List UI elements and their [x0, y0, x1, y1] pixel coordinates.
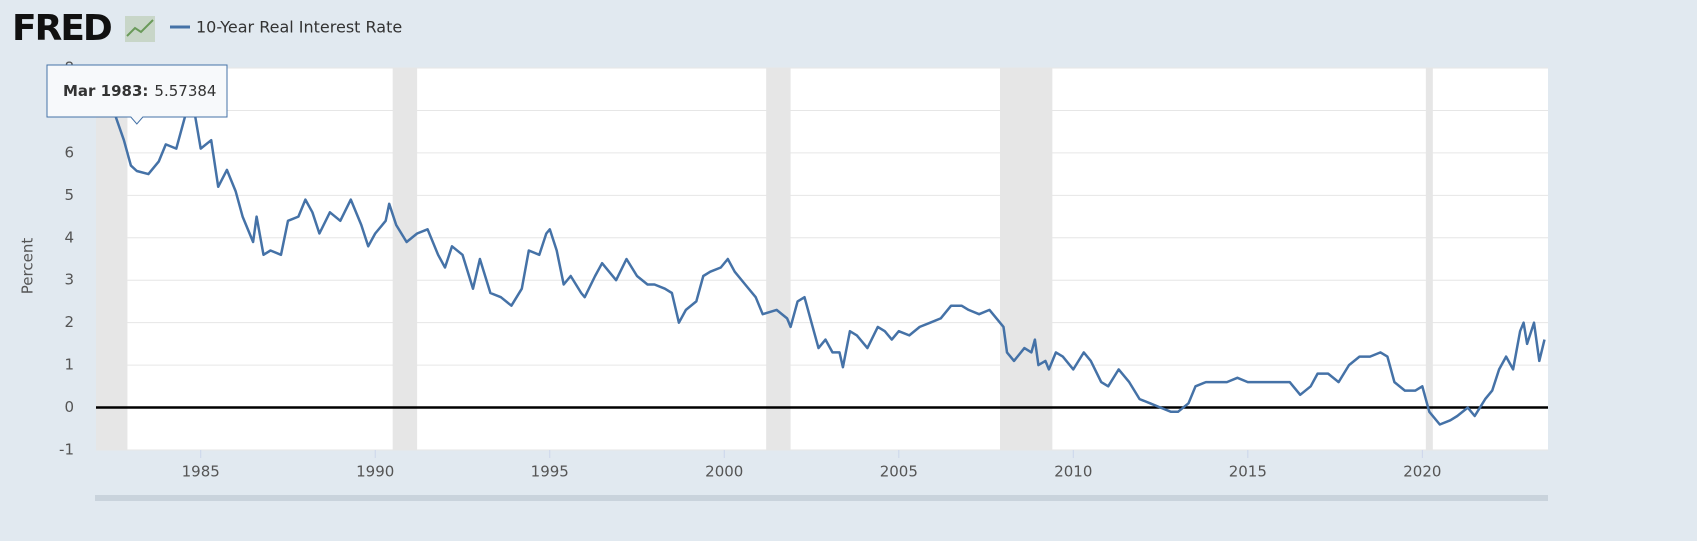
y-tick-label: -1: [59, 441, 74, 459]
y-tick-label: 2: [64, 313, 74, 331]
x-tick-label: 2015: [1229, 463, 1267, 481]
tooltip-label: Mar 1983:: [63, 82, 148, 100]
x-tick-label: 1995: [531, 463, 569, 481]
recession-band: [392, 68, 418, 450]
y-tick-label: 6: [64, 143, 74, 161]
recession-band: [96, 68, 128, 450]
y-tick-label: 3: [64, 271, 74, 289]
series-line: [94, 75, 1546, 426]
x-tick-label: 2005: [880, 463, 918, 481]
y-tick-label: 4: [64, 228, 74, 246]
recession-band: [1425, 68, 1433, 450]
x-tick-label: 2010: [1054, 463, 1092, 481]
logo: FRED: [12, 8, 111, 49]
y-axis-label: Percent: [19, 238, 37, 295]
logo-icon: [125, 16, 155, 42]
legend-label: 10-Year Real Interest Rate: [196, 18, 402, 37]
tooltip-text: Mar 1983: 5.57384: [63, 82, 216, 100]
tooltip-box: [46, 64, 228, 125]
tooltip: Mar 1983: 5.57384: [46, 64, 228, 125]
recession-band: [1000, 68, 1053, 450]
tooltip-value: 5.57384: [154, 82, 216, 100]
x-tick-label: 2020: [1403, 463, 1441, 481]
plot-area: [96, 68, 1548, 450]
x-tick-label: 1985: [182, 463, 220, 481]
x-tick-label: 1990: [356, 463, 394, 481]
navigator: [95, 495, 1548, 501]
y-tick-label: 5: [64, 186, 74, 204]
x-tick-label: 2000: [705, 463, 743, 481]
y-tick-label: 0: [64, 398, 74, 416]
y-tick-label: 1: [64, 356, 74, 374]
recession-band: [766, 68, 791, 450]
